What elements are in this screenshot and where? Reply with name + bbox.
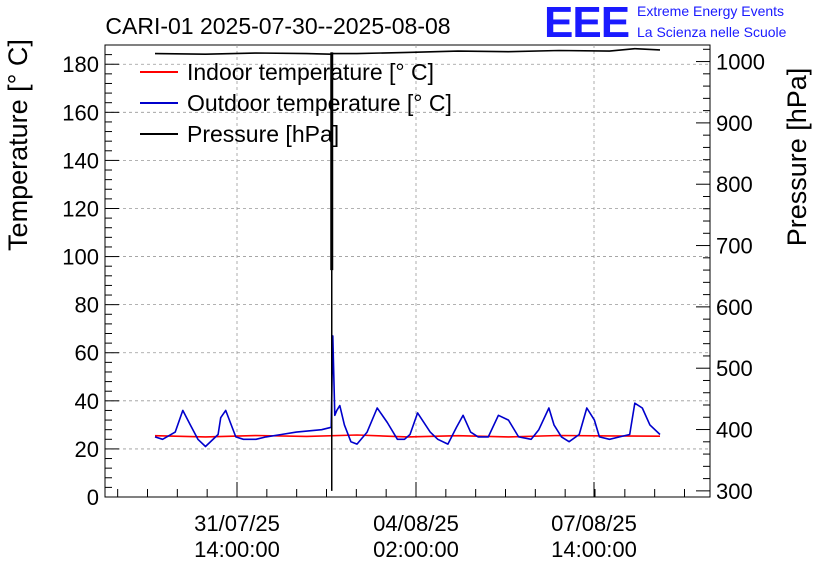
legend: Indoor temperature [° C] Outdoor temperat… bbox=[140, 59, 452, 147]
x-tick-date: 04/08/25 bbox=[373, 511, 459, 536]
y2-tick-label: 800 bbox=[716, 172, 753, 197]
y2-tick-label: 300 bbox=[716, 479, 753, 504]
y-axis-right: 300 400 500 600 700 800 900 1000 bbox=[696, 48, 765, 504]
x-tick-date: 07/08/25 bbox=[551, 511, 637, 536]
y2-tick-label: 500 bbox=[716, 356, 753, 381]
y-tick-label: 20 bbox=[75, 437, 99, 462]
y2-axis-label: Pressure [hPa] bbox=[782, 68, 812, 247]
eee-logo: EEE bbox=[544, 0, 630, 47]
logo-caption-line1: Extreme Energy Events bbox=[637, 3, 785, 19]
y2-tick-label: 1000 bbox=[716, 50, 765, 75]
logo-caption-line2: La Scienza nelle Scuole bbox=[637, 24, 787, 40]
x-axis: 31/07/2514:00:0004/08/2502:00:0007/08/25… bbox=[117, 482, 685, 562]
y-tick-label: 140 bbox=[62, 148, 99, 173]
grid bbox=[105, 45, 710, 497]
y-tick-label: 80 bbox=[75, 293, 99, 318]
y-tick-label: 160 bbox=[62, 100, 99, 125]
legend-label: Pressure [hPa] bbox=[187, 121, 339, 147]
y-axis-label: Temperature [° C] bbox=[3, 39, 33, 251]
y2-tick-label: 900 bbox=[716, 111, 753, 136]
y2-tick-label: 700 bbox=[716, 234, 753, 259]
series-group bbox=[154, 47, 661, 491]
y-tick-label: 60 bbox=[75, 341, 99, 366]
x-tick-time: 14:00:00 bbox=[194, 537, 280, 562]
x-tick-time: 02:00:00 bbox=[373, 537, 459, 562]
legend-label: Indoor temperature [° C] bbox=[187, 59, 434, 85]
y-tick-label: 180 bbox=[62, 52, 99, 77]
plot-frame bbox=[104, 44, 711, 498]
y2-tick-label: 600 bbox=[716, 295, 753, 320]
y2-tick-label: 400 bbox=[716, 418, 753, 443]
y-tick-label: 120 bbox=[62, 196, 99, 221]
x-tick-date: 31/07/25 bbox=[194, 511, 280, 536]
series-line-2 bbox=[154, 47, 661, 56]
chart-title: CARI-01 2025-07-30--2025-08-08 bbox=[105, 13, 450, 39]
y-axis-left: 0 20 40 60 80 100 120 140 160 180 bbox=[62, 52, 119, 510]
x-tick-time: 14:00:00 bbox=[551, 537, 637, 562]
y-tick-label: 100 bbox=[62, 245, 99, 270]
y-tick-label: 40 bbox=[75, 389, 99, 414]
legend-label: Outdoor temperature [° C] bbox=[187, 90, 452, 116]
y-tick-label: 0 bbox=[87, 485, 99, 510]
series-line-1 bbox=[154, 335, 661, 448]
